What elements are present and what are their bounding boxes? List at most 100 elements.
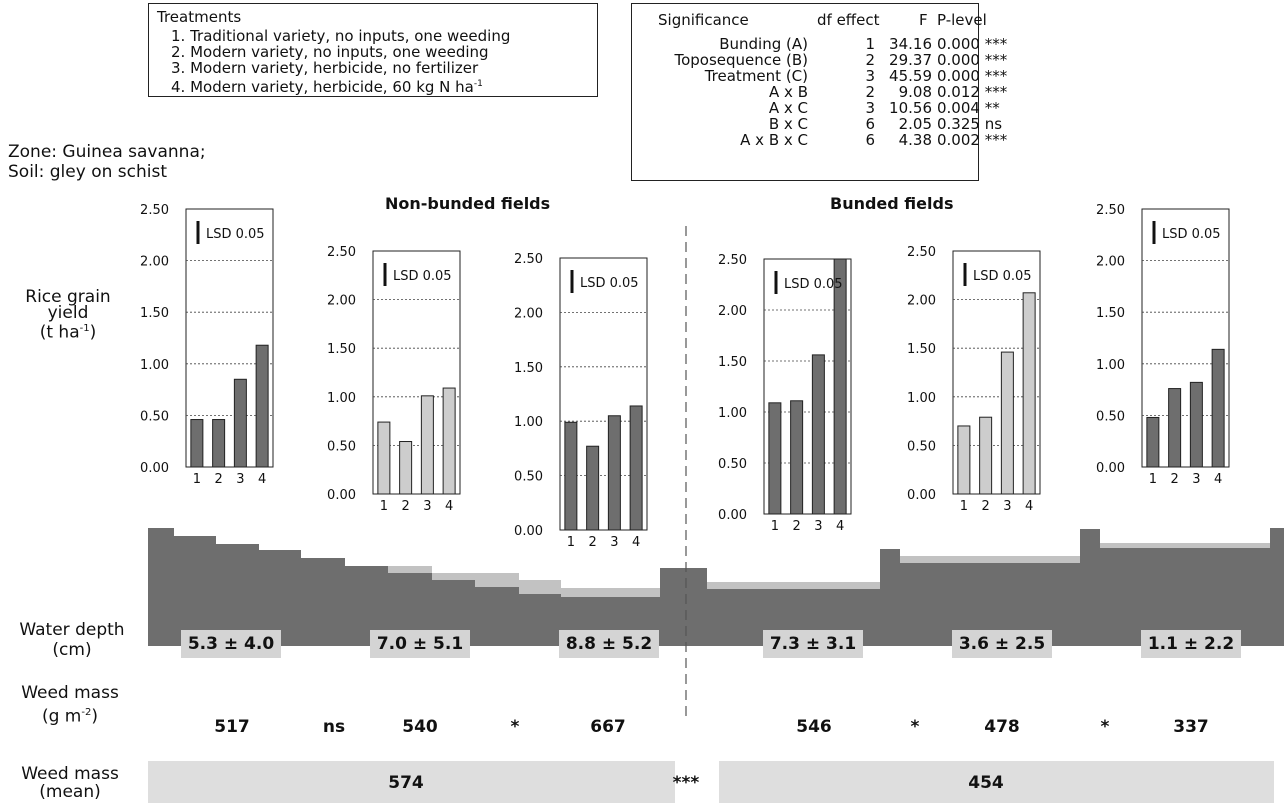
y-tick-label: 2.50 xyxy=(514,252,543,267)
sig-effect: Toposequence (B) xyxy=(674,51,808,69)
sig-f: 34.16 xyxy=(889,35,932,53)
y-tick-label: 2.50 xyxy=(327,245,356,260)
y-tick-label: 1.00 xyxy=(140,358,169,373)
bar xyxy=(1000,351,1014,495)
soil-line: Soil: gley on schist xyxy=(8,162,168,182)
x-tick-label: 2 xyxy=(401,499,409,514)
y-axis-label-line2: yield xyxy=(47,303,89,323)
water-depth-value: 5.3 ± 4.0 xyxy=(181,630,281,658)
bar xyxy=(629,405,643,531)
bar xyxy=(1022,292,1036,495)
weed-mass-label-line2: (g m-2) xyxy=(0,703,140,727)
y-axis-unit-end: ) xyxy=(89,322,97,343)
bar xyxy=(607,415,621,531)
sig-p: 0.000 *** xyxy=(937,67,1008,85)
weed-mean-label-line2: (mean) xyxy=(39,782,101,802)
sig-df: 6 xyxy=(865,131,875,149)
weed-mean-value: 574 xyxy=(388,773,424,793)
lsd-label: LSD 0.05 xyxy=(784,277,843,292)
sig-df: 2 xyxy=(865,51,875,69)
weed-mass-sig: ns xyxy=(322,717,346,737)
bar-chart-3: 0.00 0.50 1.00 1.50 2.00 2.50 1 2 3 4 LSD 0.05 xyxy=(514,252,648,550)
weed-mass-value: 546 xyxy=(796,717,832,737)
bar xyxy=(212,419,226,468)
significance-table: Significance df effect F P-level Bunding… xyxy=(631,3,1007,181)
x-tick-label: 1 xyxy=(567,535,575,550)
sig-f: 9.08 xyxy=(898,83,932,101)
x-tick-label: 1 xyxy=(771,519,779,534)
y-axis-label-line1: Rice grain xyxy=(25,287,111,307)
y-tick-label: 0.50 xyxy=(907,439,936,454)
x-tick-label: 3 xyxy=(1192,472,1200,487)
x-tick-label: 1 xyxy=(960,499,968,514)
weed-mass-value: 478 xyxy=(984,717,1020,737)
y-tick-label: 0.50 xyxy=(718,457,747,472)
bar-chart-1: 0.00 0.50 1.00 1.50 2.00 2.50 1 2 3 4 LSD 0.05 xyxy=(140,203,274,487)
bar xyxy=(811,354,825,515)
sig-f: 10.56 xyxy=(889,99,932,117)
weed-mass-unit: (g m xyxy=(41,706,82,727)
y-axis-unit: (t ha xyxy=(39,322,80,343)
bar xyxy=(768,402,782,515)
y-tick-label: 1.50 xyxy=(140,306,169,321)
weed-mass-label-line1: Weed mass xyxy=(21,683,119,703)
bar-chart-6: 0.00 0.50 1.00 1.50 2.00 2.50 1 2 3 4 LSD 0.05 xyxy=(1096,203,1230,487)
weed-mean-sig: *** xyxy=(672,773,700,793)
y-tick-label: 0.50 xyxy=(327,439,356,454)
y-tick-label: 1.50 xyxy=(327,342,356,357)
sig-header-effect: Significance xyxy=(658,11,749,29)
y-tick-label: 1.00 xyxy=(1096,358,1125,373)
x-tick-label: 4 xyxy=(1025,499,1033,514)
bar xyxy=(442,387,456,495)
water-depth-value: 3.6 ± 2.5 xyxy=(952,630,1052,658)
sig-df: 3 xyxy=(865,99,875,117)
sig-effect: Bunding (A) xyxy=(719,35,808,53)
bar xyxy=(1146,416,1160,468)
sig-df: 2 xyxy=(865,83,875,101)
x-tick-label: 2 xyxy=(792,519,800,534)
bar xyxy=(233,378,247,468)
lsd-label: LSD 0.05 xyxy=(393,269,452,284)
x-tick-label: 3 xyxy=(1003,499,1011,514)
bar xyxy=(1168,388,1182,468)
weed-mean-value: 454 xyxy=(968,773,1004,793)
sig-p: 0.000 *** xyxy=(937,51,1008,69)
y-tick-label: 1.00 xyxy=(514,415,543,430)
sig-df: 3 xyxy=(865,67,875,85)
weed-mass-value: 540 xyxy=(402,717,438,737)
x-tick-label: 1 xyxy=(193,472,201,487)
sig-p: 0.325 ns xyxy=(937,115,1003,133)
y-tick-label: 0.50 xyxy=(140,409,169,424)
treatment-item-3: 3. Modern variety, herbicide, no fertili… xyxy=(171,59,479,77)
y-tick-label: 1.00 xyxy=(907,391,936,406)
weed-mass-unit-sup: -2 xyxy=(81,707,92,718)
weed-mean-label: Weed mass (mean) xyxy=(0,764,140,802)
y-tick-label: 1.50 xyxy=(907,342,936,357)
treatment-item-1: 1. Traditional variety, no inputs, one w… xyxy=(171,27,511,45)
bar xyxy=(399,441,413,495)
sig-header-p: P-level xyxy=(937,11,987,29)
y-tick-label: 1.50 xyxy=(718,355,747,370)
bar xyxy=(190,419,204,468)
bar xyxy=(833,258,847,515)
water-depth-light xyxy=(388,543,1270,597)
y-tick-label: 0.00 xyxy=(327,488,356,503)
zone-line: Zone: Guinea savanna; xyxy=(8,142,206,162)
weed-mass-unit-end: ) xyxy=(91,706,98,727)
x-tick-label: 2 xyxy=(981,499,989,514)
x-tick-label: 2 xyxy=(1170,472,1178,487)
sig-f: 2.05 xyxy=(898,115,932,133)
x-tick-label: 1 xyxy=(1149,472,1157,487)
y-tick-label: 2.50 xyxy=(718,253,747,268)
lsd-label: LSD 0.05 xyxy=(206,227,265,242)
bar xyxy=(957,425,971,495)
lsd-label: LSD 0.05 xyxy=(580,276,639,291)
sig-p: 0.004 ** xyxy=(937,99,1000,117)
y-tick-label: 2.50 xyxy=(907,245,936,260)
treatment-item-4-sup: -1 xyxy=(473,79,483,89)
weed-mass-sig: * xyxy=(510,717,520,737)
sig-f: 4.38 xyxy=(898,131,932,149)
y-tick-label: 1.50 xyxy=(1096,306,1125,321)
